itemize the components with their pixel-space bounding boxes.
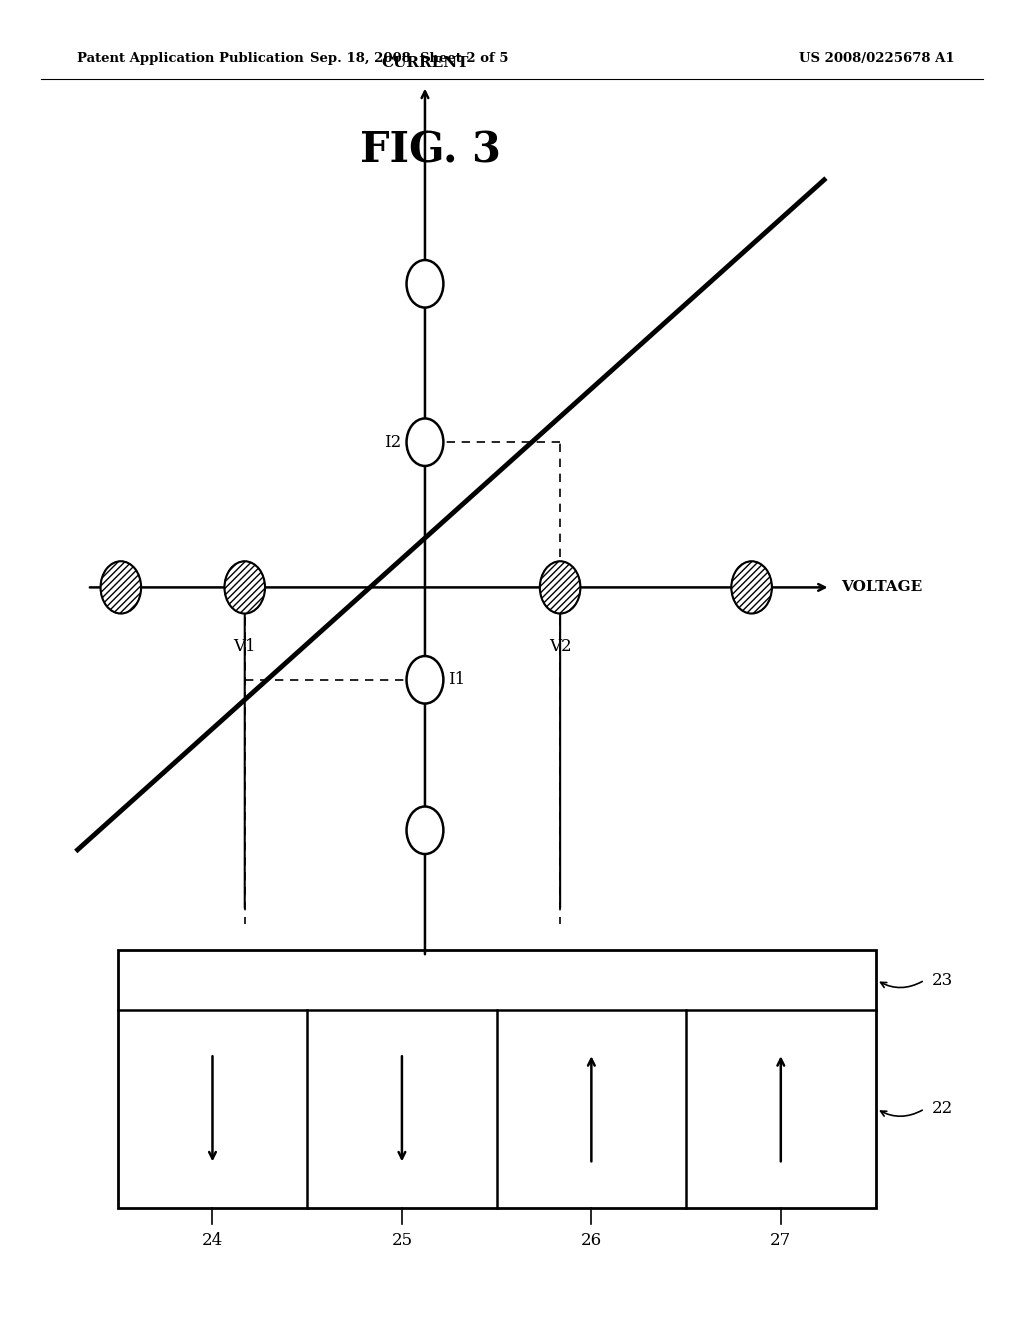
Text: 22: 22 <box>932 1101 953 1117</box>
Text: I2: I2 <box>384 434 401 450</box>
Bar <box>118 950 876 1208</box>
Text: V2: V2 <box>549 638 571 655</box>
Circle shape <box>407 807 443 854</box>
Text: Sep. 18, 2008  Sheet 2 of 5: Sep. 18, 2008 Sheet 2 of 5 <box>310 51 509 65</box>
Text: VOLTAGE: VOLTAGE <box>841 581 922 594</box>
Text: 26: 26 <box>581 1232 602 1249</box>
Text: FIG. 3: FIG. 3 <box>359 129 501 172</box>
Text: 25: 25 <box>391 1232 413 1249</box>
Text: 23: 23 <box>932 972 953 989</box>
Circle shape <box>731 561 772 614</box>
Circle shape <box>224 561 265 614</box>
Text: 27: 27 <box>770 1232 792 1249</box>
Text: CURRENT: CURRENT <box>381 55 469 70</box>
Text: Patent Application Publication: Patent Application Publication <box>77 51 303 65</box>
Text: 24: 24 <box>202 1232 223 1249</box>
Circle shape <box>407 418 443 466</box>
Circle shape <box>407 260 443 308</box>
Circle shape <box>540 561 581 614</box>
Circle shape <box>100 561 141 614</box>
Circle shape <box>407 656 443 704</box>
Text: V1: V1 <box>233 638 256 655</box>
Text: US 2008/0225678 A1: US 2008/0225678 A1 <box>799 51 954 65</box>
Text: I1: I1 <box>449 672 466 688</box>
